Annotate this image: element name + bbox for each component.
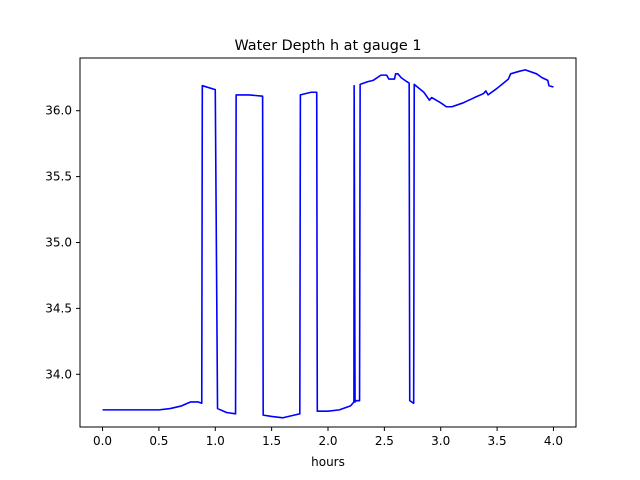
y-tick-label: 34.0 [45, 367, 72, 381]
x-tick-label: 3.5 [488, 434, 507, 448]
x-tick-label: 1.5 [262, 434, 281, 448]
x-axis: 0.0 0.5 1.0 1.5 2.0 2.5 3.0 3.5 4.0 [93, 427, 563, 448]
chart-title: Water Depth h at gauge 1 [234, 38, 421, 54]
y-tick-label: 34.5 [45, 301, 72, 315]
x-axis-label: hours [311, 455, 345, 469]
x-tick-label: 0.5 [149, 434, 168, 448]
y-axis: 34.0 34.5 35.0 35.5 36.0 [45, 104, 80, 381]
water-depth-line [102, 69, 554, 419]
x-tick-label: 3.0 [431, 434, 450, 448]
x-tick-label: 1.0 [206, 434, 225, 448]
y-tick-label: 35.0 [45, 236, 72, 250]
x-tick-label: 0.0 [93, 434, 112, 448]
axes-frame [79, 57, 577, 428]
y-tick-label: 36.0 [45, 104, 72, 118]
x-tick-label: 2.5 [375, 434, 394, 448]
x-tick-label: 4.0 [544, 434, 563, 448]
y-tick-label: 35.5 [45, 170, 72, 184]
x-tick-label: 2.0 [318, 434, 337, 448]
